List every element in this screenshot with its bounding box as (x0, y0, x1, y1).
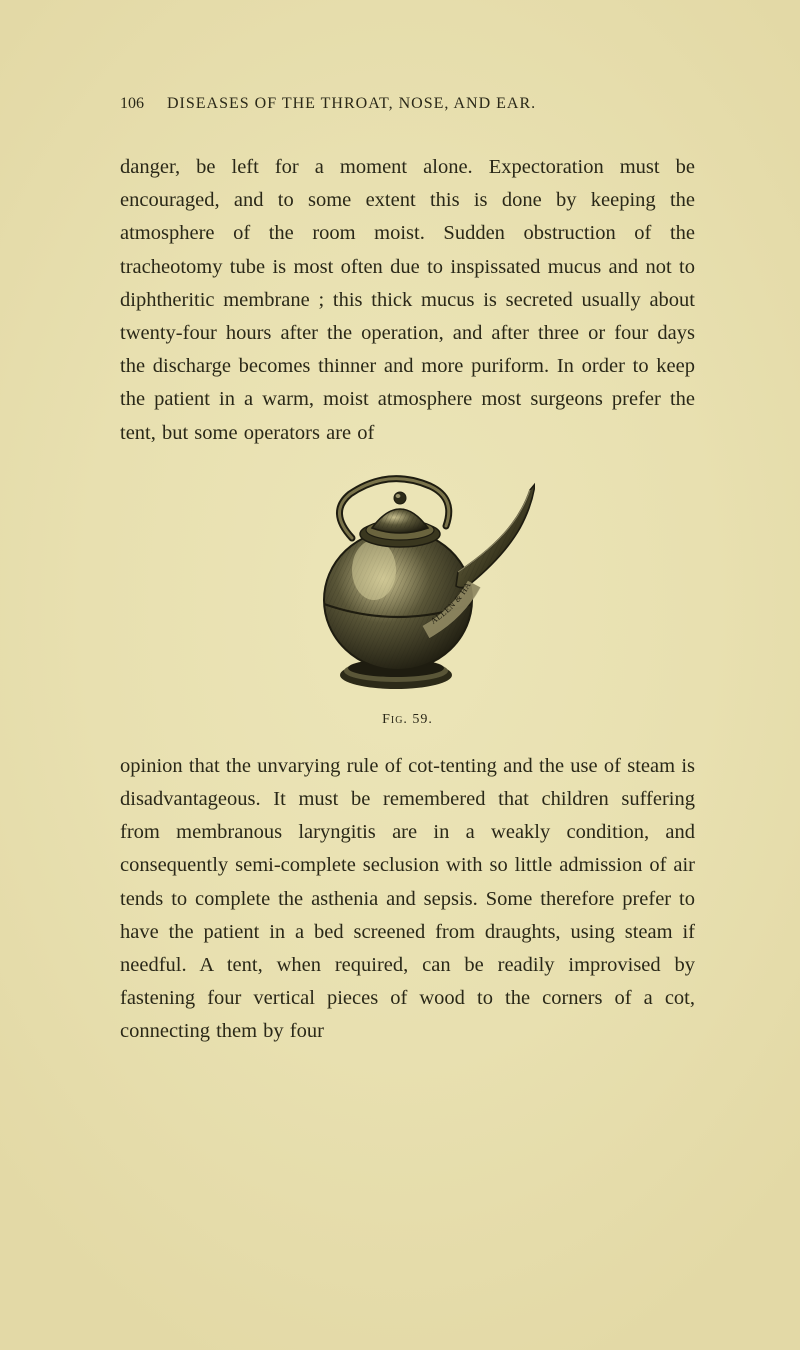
figure-59: ALLEN & HANBURYS (120, 472, 695, 702)
running-head: 106 DISEASES OF THE THROAT, NOSE, AND EA… (120, 95, 695, 113)
page-number: 106 (120, 95, 144, 112)
body-paragraph-2: opinion that the unvarying rule of cot-t… (120, 750, 695, 1049)
page: 106 DISEASES OF THE THROAT, NOSE, AND EA… (0, 0, 800, 1350)
steam-kettle-icon: ALLEN & HANBURYS (280, 472, 535, 697)
figure-caption: Fig. 59. (120, 712, 695, 728)
body-paragraph-1: danger, be left for a moment alone. Expe… (120, 151, 695, 450)
running-title: DISEASES OF THE THROAT, NOSE, AND EAR. (167, 95, 536, 112)
